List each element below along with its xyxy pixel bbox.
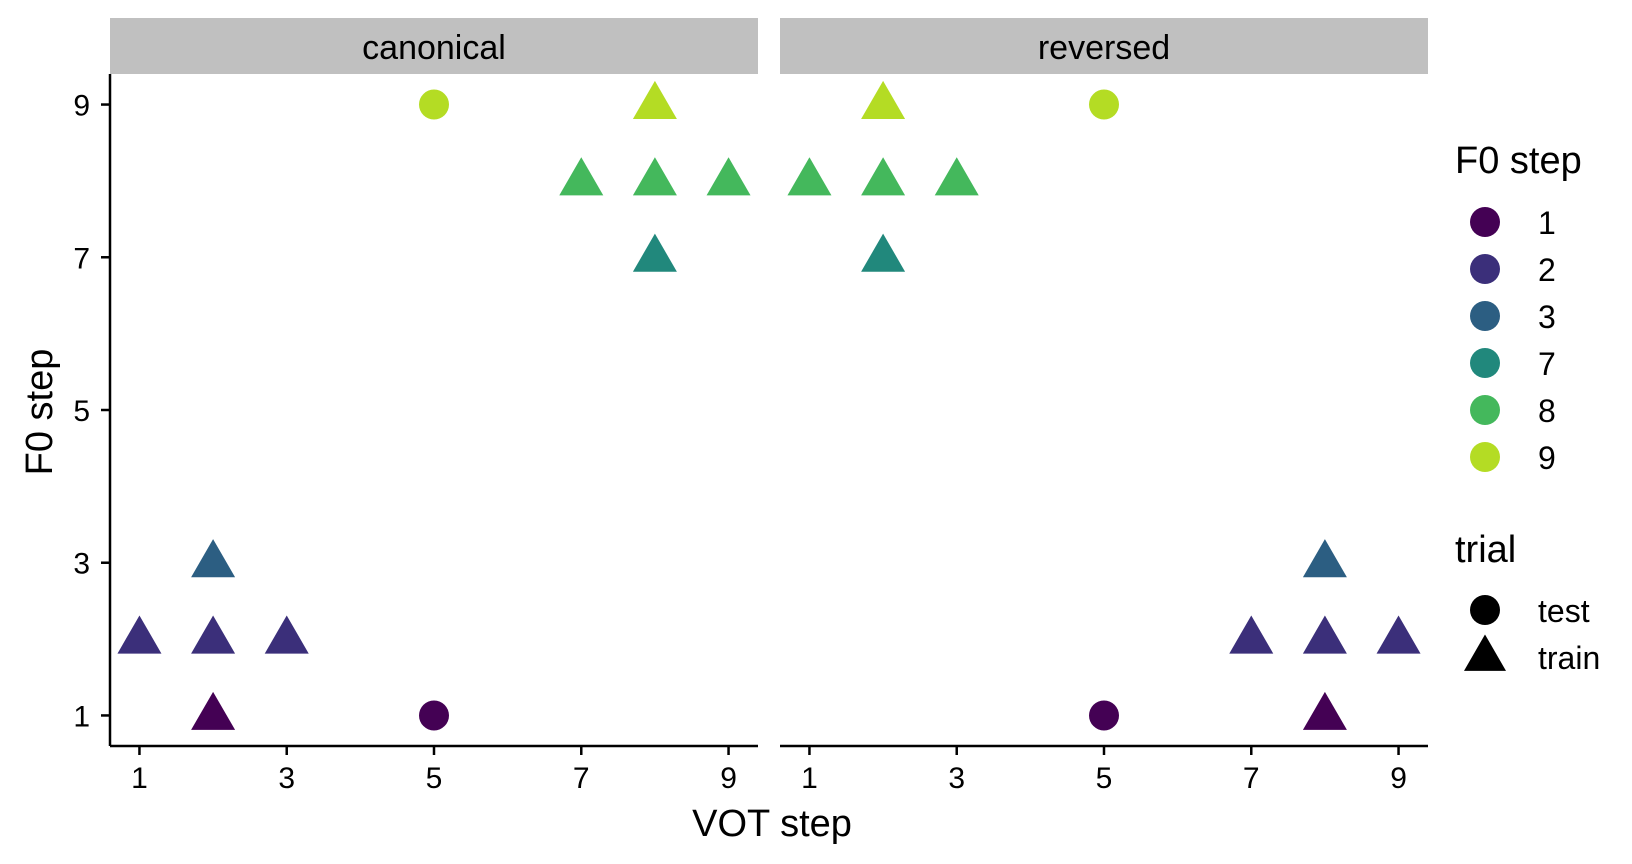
y-tick-label: 3 (73, 548, 90, 581)
x-tick-label: 3 (948, 762, 965, 795)
data-point-train (191, 539, 236, 578)
data-point-train (1229, 615, 1274, 654)
data-point-test (419, 700, 449, 731)
legend-label-trial: test (1538, 593, 1590, 629)
y-tick-label: 5 (73, 395, 90, 428)
y-tick-label: 1 (73, 700, 90, 733)
legend-label-f0: 7 (1538, 346, 1556, 382)
data-point-train (1302, 539, 1347, 578)
x-tick-label: 1 (131, 762, 148, 795)
data-point-train (861, 233, 906, 272)
data-point-train (1302, 691, 1347, 730)
y-tick-label: 9 (73, 90, 90, 123)
data-point-train (1302, 615, 1347, 654)
data-point-train (861, 157, 906, 196)
data-point-train (1376, 615, 1421, 654)
data-point-train (191, 615, 236, 654)
legend-key-f0-7 (1470, 348, 1500, 378)
legend-key-f0-9 (1470, 442, 1500, 472)
legend-key-f0-3 (1470, 301, 1500, 331)
data-point-train (861, 80, 906, 120)
x-tick-label: 9 (1390, 762, 1407, 795)
data-point-train (632, 233, 677, 272)
data-point-train (117, 615, 162, 654)
legend-key-test (1470, 595, 1500, 625)
legend-label-f0: 1 (1538, 205, 1556, 241)
panels-layer: canonical 1 3 5 7 9 1 3 5 7 9 reversed 1 3 5 7 9 (73, 18, 1428, 795)
legend-key-f0-8 (1470, 395, 1500, 425)
x-tick-label: 5 (1096, 762, 1113, 795)
x-tick-label: 7 (573, 762, 590, 795)
legend-label-f0: 8 (1538, 393, 1556, 429)
legend-label-f0: 3 (1538, 299, 1556, 335)
data-point-train (706, 157, 751, 196)
panel-strip-label: canonical (362, 29, 506, 67)
legend-label-trial: train (1538, 640, 1600, 676)
data-point-train (191, 691, 236, 730)
panel-strip (780, 18, 1428, 74)
x-tick-label: 7 (1243, 762, 1260, 795)
data-point-test (419, 89, 449, 120)
data-point-test (1089, 700, 1119, 731)
legend-key-f0-2 (1470, 254, 1500, 284)
panel-strip-label: reversed (1038, 29, 1170, 67)
data-point-train (632, 157, 677, 196)
data-point-train (559, 157, 604, 196)
data-point-train (264, 615, 309, 654)
panel-reversed: reversed 1 3 5 7 9 (780, 18, 1428, 795)
x-tick-label: 3 (278, 762, 295, 795)
legend-label-f0: 9 (1538, 440, 1556, 476)
legend-title-f0: F0 step (1455, 140, 1582, 182)
legend-label-f0: 2 (1538, 252, 1556, 288)
legend-key-train (1464, 634, 1506, 671)
x-axis-title: VOT step (692, 803, 852, 845)
legend-title-trial: trial (1455, 529, 1516, 571)
y-axis-title: F0 step (19, 349, 61, 476)
data-point-train (934, 157, 979, 196)
data-point-test (1089, 89, 1119, 120)
data-point-train (632, 80, 677, 120)
data-point-train (787, 157, 832, 196)
x-tick-label: 9 (720, 762, 737, 795)
legend-key-f0-1 (1470, 207, 1500, 237)
legend: F0 step 1 2 3 7 8 9 trial test train (1455, 140, 1600, 676)
panel-canonical: canonical 1 3 5 7 9 1 3 5 7 9 (73, 18, 758, 795)
x-tick-label: 1 (801, 762, 818, 795)
x-tick-label: 5 (426, 762, 443, 795)
y-tick-label: 7 (73, 242, 90, 275)
panel-strip (110, 18, 758, 74)
